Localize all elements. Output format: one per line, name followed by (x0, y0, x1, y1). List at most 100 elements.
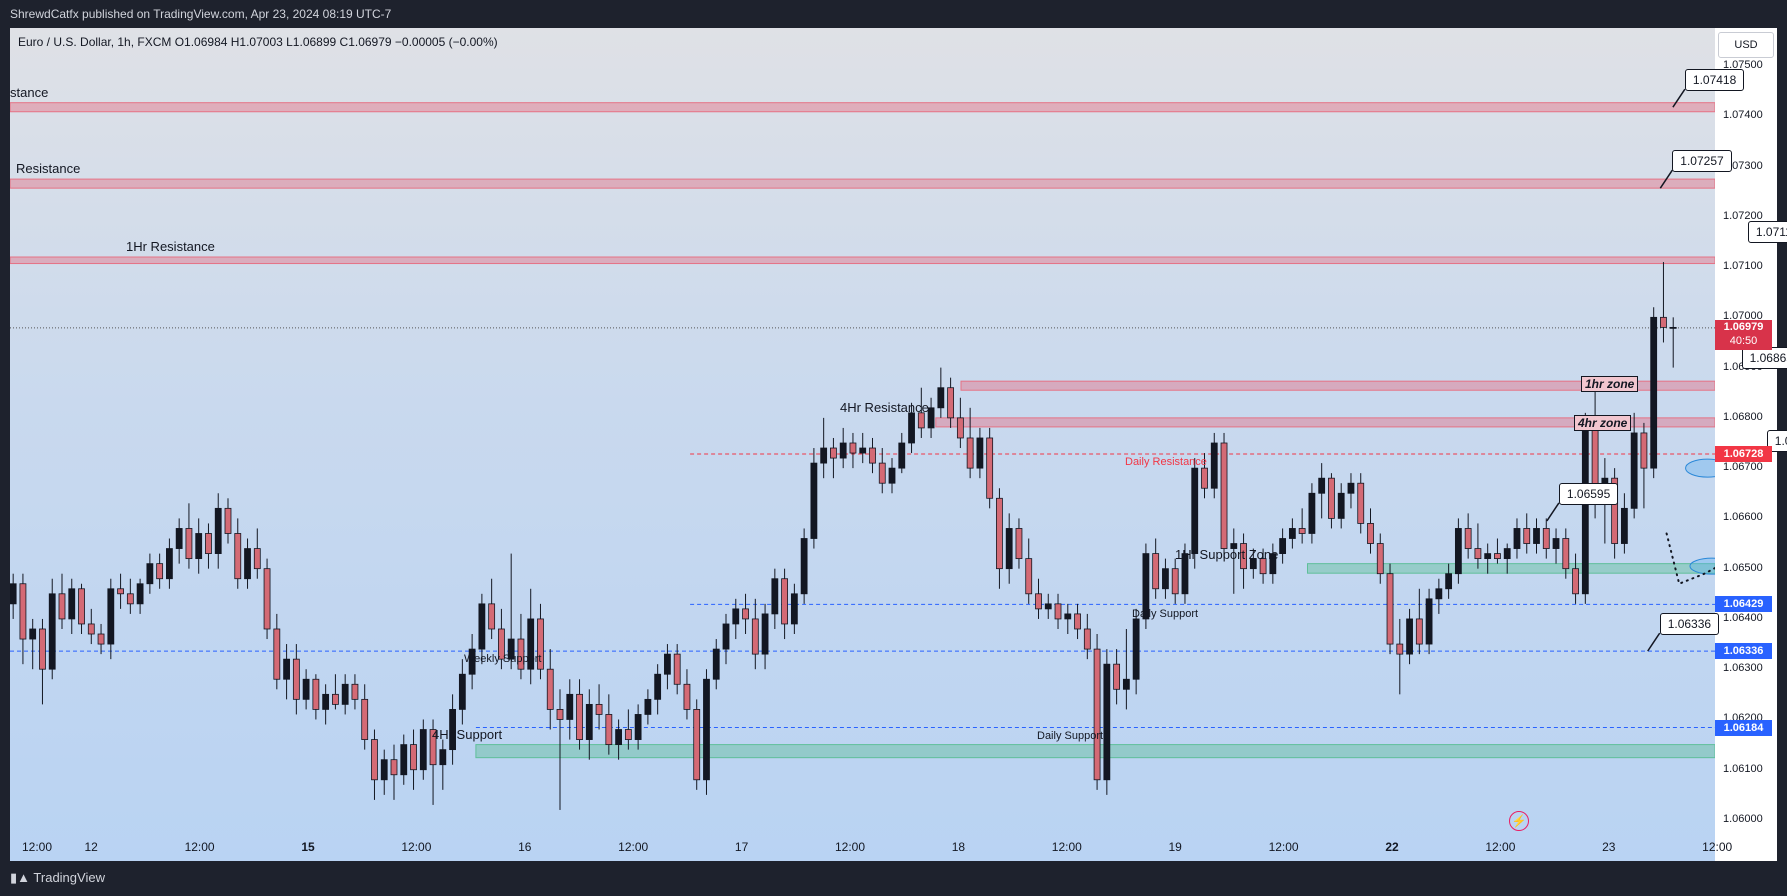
candle-body (498, 628, 505, 660)
zone-label: 1Hr Resistance (126, 239, 215, 254)
level-label: Daily Support (1037, 729, 1104, 742)
candle-body (1650, 316, 1658, 469)
lightning-icon[interactable]: ⚡ (1509, 811, 1529, 831)
candle-body (664, 653, 671, 675)
candle-body (48, 593, 56, 670)
price-callout[interactable]: 1.06595 (1558, 482, 1619, 505)
price-callout[interactable]: 1.07257 (1672, 150, 1732, 173)
candle-body (1240, 543, 1247, 570)
candle-body (585, 703, 593, 740)
candle-body (1122, 678, 1130, 690)
candle-body (566, 693, 574, 720)
candle-body (673, 653, 681, 685)
candle-body (1523, 528, 1531, 544)
candle-body (1083, 628, 1091, 650)
candle-body (869, 447, 876, 464)
zone-support (1307, 563, 1715, 574)
candle-body (195, 533, 203, 560)
price-chart[interactable] (10, 28, 1715, 861)
candle-body (1259, 558, 1267, 575)
candle-body (429, 729, 437, 766)
zone-label: 4Hr Support (432, 726, 503, 742)
price-tick: 1.07500 (1723, 59, 1763, 71)
candle-body (1611, 477, 1619, 544)
candle-body (1337, 492, 1345, 519)
time-label: 12:00 (834, 840, 866, 854)
candle-body (283, 658, 290, 680)
candle-body (419, 729, 427, 771)
candle-body (1171, 568, 1179, 595)
candle-body (1044, 603, 1052, 610)
time-label: 12:00 (1702, 840, 1733, 854)
candle-body (1035, 593, 1042, 610)
candle-body (1533, 528, 1540, 544)
price-callout[interactable]: 1.07116 (1747, 221, 1787, 244)
candle-body (634, 714, 642, 740)
tv-mark-icon: ▮▲ (10, 870, 31, 885)
tradingview-logo[interactable]: ▮▲ TradingView (10, 870, 105, 886)
time-label: 23 (1602, 840, 1616, 854)
candle-body (400, 744, 408, 776)
price-callout[interactable]: 1.06865 (1741, 347, 1787, 370)
price-callout[interactable]: 1.06336 (1659, 613, 1720, 636)
candle-body (839, 442, 847, 459)
candle-body (576, 693, 583, 740)
price-callout[interactable]: 1.07418 (1684, 69, 1745, 92)
price-tick: 1.07300 (1723, 159, 1763, 172)
current-price-tag: 1.06979 40:50 (1715, 319, 1772, 350)
candle-body (751, 618, 759, 655)
zone-resistance (960, 380, 1715, 391)
projection-path (1665, 532, 1715, 586)
candle-body (1474, 548, 1482, 560)
candle-body (410, 744, 417, 771)
time-label: 12:00 (1268, 840, 1299, 854)
candle-body (1103, 663, 1111, 781)
candle-body (1318, 477, 1326, 494)
candle-body (468, 648, 476, 675)
highlight-ellipse (1685, 458, 1715, 478)
candle-body (1581, 422, 1589, 595)
level-label: Daily Resistance (1125, 456, 1207, 469)
candle-body (742, 608, 749, 620)
candle-body (1288, 528, 1296, 539)
zone-resistance (10, 102, 1715, 113)
price-tick: 1.07100 (1723, 260, 1763, 273)
candle-body (820, 447, 828, 464)
candle-body (1162, 568, 1169, 590)
candle-body (556, 709, 564, 720)
candle-body (488, 603, 496, 630)
currency-button[interactable]: USD (1718, 32, 1774, 58)
candle-body (1386, 573, 1394, 645)
candle-body (1269, 553, 1277, 575)
time-label: 12:00 (618, 840, 649, 854)
current-price: 1.06979 (1723, 320, 1764, 333)
candle-body (1630, 432, 1638, 509)
candle-body (1503, 548, 1511, 560)
candle-body (595, 703, 603, 715)
time-label: 12 (84, 840, 98, 854)
candle-body (1376, 543, 1384, 575)
candle-body (1201, 467, 1208, 489)
candle-body (1191, 467, 1199, 554)
candle-body (683, 683, 691, 710)
candle-body (351, 683, 359, 700)
candle-body (458, 673, 466, 710)
candle-body (390, 759, 398, 776)
candle-body (361, 698, 369, 740)
candle-body (976, 437, 984, 469)
price-tick: 1.06300 (1723, 662, 1763, 675)
candle-body (527, 618, 535, 670)
zone-resistance (935, 417, 1715, 428)
candle-body (1494, 553, 1501, 560)
candle-body (302, 678, 310, 700)
candle-body (1435, 588, 1443, 600)
zone-label: Resistance (16, 161, 81, 177)
candle-body (810, 462, 818, 539)
candle-body (1093, 648, 1101, 781)
price-tick: 1.07200 (1723, 209, 1763, 222)
price-tick: 1.06800 (1723, 410, 1763, 423)
candle-body (1005, 528, 1013, 570)
time-label: 18 (951, 840, 966, 854)
time-label: 12:00 (1485, 840, 1516, 854)
top-bar: ShrewdCatfx published on TradingView.com… (0, 0, 1787, 28)
